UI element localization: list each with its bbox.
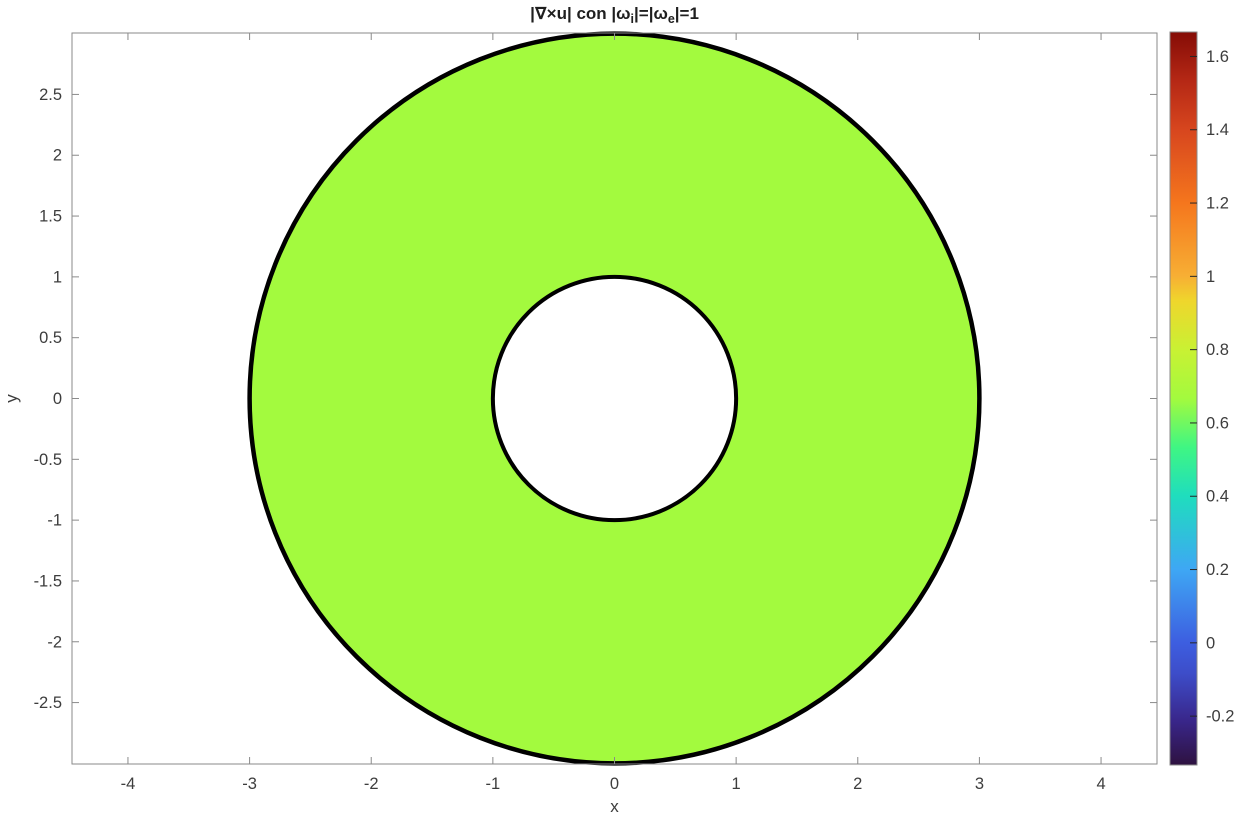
y-tick-label: 1.5: [39, 208, 62, 226]
y-axis-label: y: [2, 394, 21, 403]
x-tick-label: 2: [853, 775, 862, 793]
colorbar-tick-label: 1: [1206, 268, 1215, 286]
y-tick-label: 0.5: [39, 329, 62, 347]
title-text: |∇×u| con |ω: [530, 4, 630, 23]
colorbar-tick-label: 1.2: [1206, 195, 1229, 213]
x-axis-label: x: [610, 797, 619, 816]
y-tick-label: -2: [47, 633, 62, 651]
x-tick-label: -3: [242, 775, 257, 793]
x-tick-label: 1: [732, 775, 741, 793]
y-tick-label: -0.5: [34, 451, 62, 469]
title-subscript: e: [668, 12, 675, 26]
colorbar-tick-label: 0: [1206, 634, 1215, 652]
colorbar: [1169, 31, 1198, 766]
colorbar-tick-label: 1.4: [1206, 121, 1229, 139]
colorbar-tick-label: 1.6: [1206, 48, 1229, 66]
x-tick-label: -2: [364, 775, 379, 793]
y-tick-label: -1.5: [34, 572, 62, 590]
x-tick-label: 0: [610, 775, 619, 793]
y-tick-label: 2.5: [39, 86, 62, 104]
annulus-region: [249, 33, 980, 764]
y-tick-label: 0: [53, 390, 62, 408]
colorbar-tick-label: 0.2: [1206, 561, 1229, 579]
x-tick-label: 4: [1096, 775, 1105, 793]
title-text: |=|ω: [634, 4, 668, 23]
plot-title: |∇×u| con |ωi|=|ωe|=1: [530, 4, 699, 26]
y-tick-label: -2.5: [34, 694, 62, 712]
y-tick-label: 1: [53, 268, 62, 286]
x-tick-label: 3: [975, 775, 984, 793]
colorbar-tick-label: 0.4: [1206, 488, 1229, 506]
x-tick-label: -4: [121, 775, 136, 793]
y-tick-label: -1: [47, 512, 62, 530]
x-tick-label: -1: [486, 775, 501, 793]
y-tick-label: 2: [53, 147, 62, 165]
title-subscript: i: [631, 12, 634, 26]
title-text: |=1: [675, 4, 699, 23]
annulus-inner-edge: [490, 274, 739, 523]
colorbar-tick-label: 0.8: [1206, 341, 1229, 359]
colorbar-tick-label: 0.6: [1206, 414, 1229, 432]
colorbar-tick-label: -0.2: [1206, 708, 1234, 726]
